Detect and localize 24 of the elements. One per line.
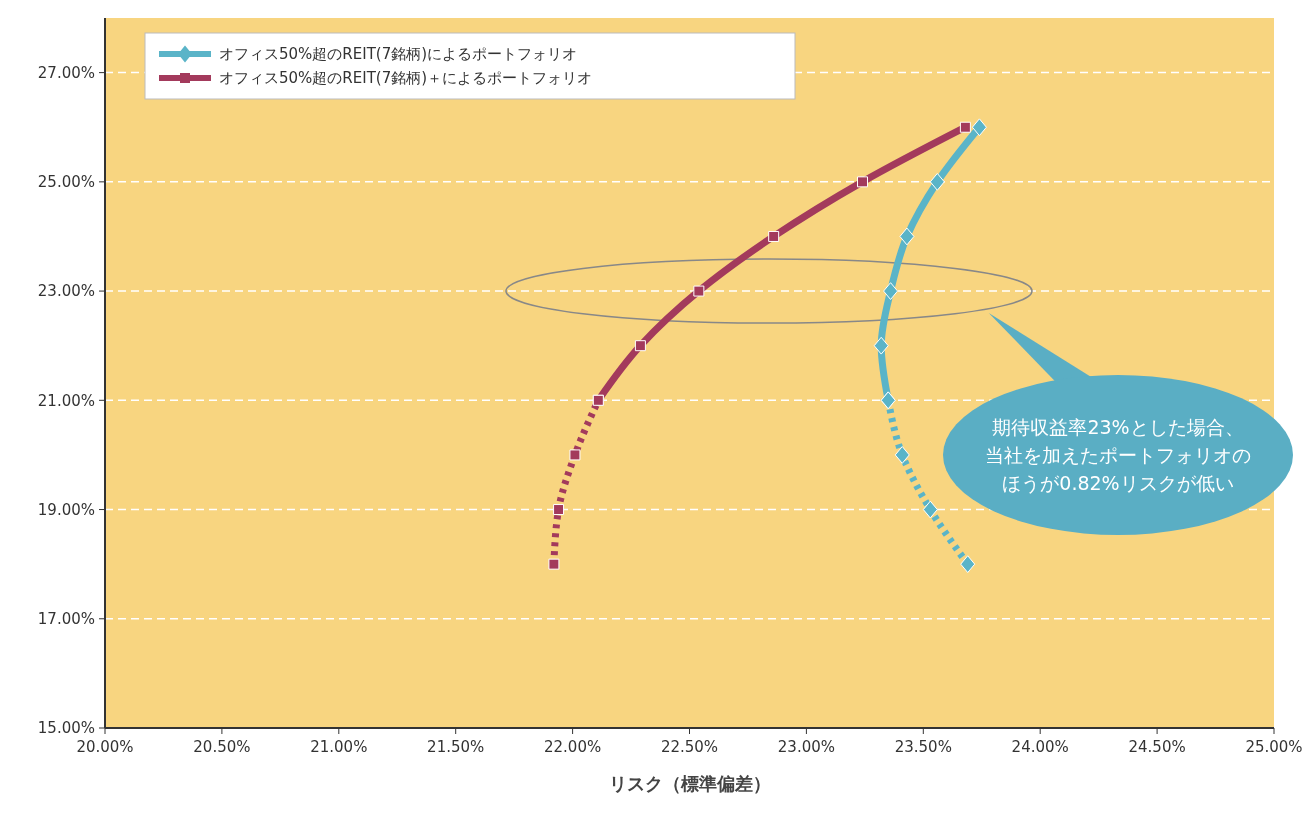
x-tick-label: 25.00%: [1245, 738, 1303, 756]
y-tick-label: 27.00%: [37, 63, 95, 82]
y-tick-label: 25.00%: [37, 173, 95, 192]
x-tick-label: 20.50%: [193, 738, 251, 756]
x-tick-label: 23.50%: [894, 738, 952, 756]
y-tick-label: 15.00%: [37, 719, 95, 738]
annotation: ほうが0.82%リスクが低い: [1002, 471, 1234, 494]
x-axis-title: リスク（標準偏差）: [608, 773, 771, 794]
annotation: 当社を加えたポートフォリオの: [985, 443, 1251, 466]
x-tick-label: 24.50%: [1128, 738, 1186, 756]
x-tick-label: 20.00%: [76, 738, 134, 756]
x-tick-label: 22.50%: [660, 738, 719, 756]
y-tick-label: 23.00%: [37, 282, 95, 301]
x-tick-label: 21.00%: [310, 738, 368, 756]
x-tick-label: 24.00%: [1011, 738, 1069, 756]
y-tick-label: 19.00%: [37, 500, 95, 519]
x-tick-label: 23.00%: [777, 738, 835, 756]
legend-label: オフィス50%超のREIT(7銘柄)＋によるポートフォリオ: [219, 69, 593, 88]
annotation: 期待収益率23%とした場合、: [992, 415, 1244, 438]
x-tick-label: 22.00%: [544, 738, 602, 756]
y-tick-label: 17.00%: [37, 610, 95, 629]
y-tick-label: 21.00%: [37, 391, 95, 410]
legend-label: オフィス50%超のREIT(7銘柄)によるポートフォリオ: [219, 45, 578, 64]
x-tick-label: 21.50%: [427, 738, 485, 756]
